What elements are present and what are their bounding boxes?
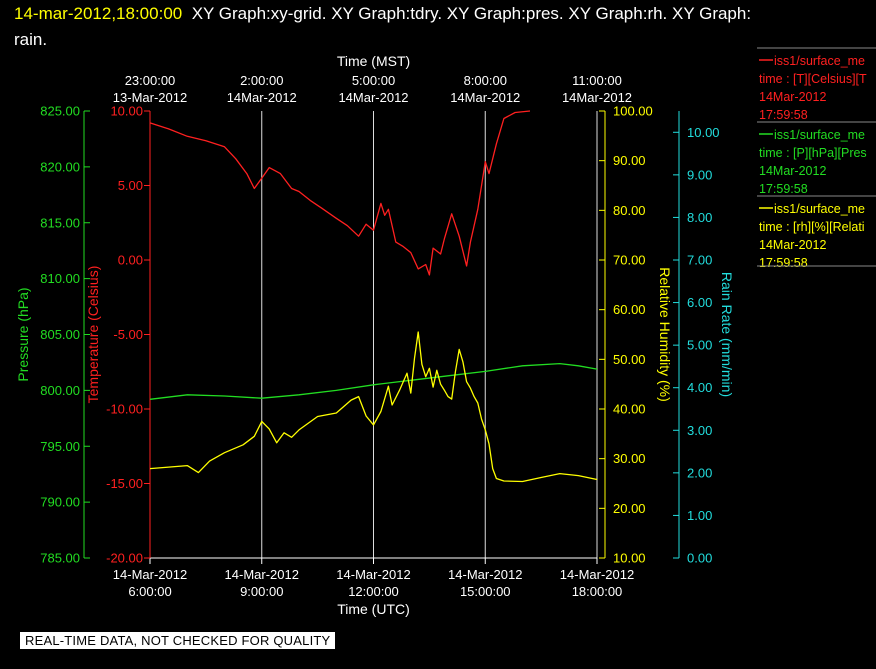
humidity-axis-label: Relative Humidity (%)	[657, 267, 673, 402]
legend-units: time : [T][Celsius][T	[759, 72, 867, 86]
x-top-tick-label-date: 14Mar-2012	[227, 90, 297, 105]
legend-date: 14Mar-2012	[759, 164, 826, 178]
x-tick-label-time: 12:00:00	[348, 584, 399, 599]
rain-tick-label: 2.00	[687, 465, 712, 480]
legend-units: time : [P][hPa][Pres	[759, 146, 867, 160]
pressure-tick-label: 810.00	[40, 271, 80, 286]
rain-tick-label: 4.00	[687, 380, 712, 395]
legend-date: 14Mar-2012	[759, 238, 826, 252]
x-top-tick-label-date: 14Mar-2012	[338, 90, 408, 105]
x-tick-label-date: 14-Mar-2012	[560, 567, 634, 582]
rain-tick-label: 6.00	[687, 295, 712, 310]
rain-tick-label: 8.00	[687, 210, 712, 225]
humidity-tick-label: 20.00	[613, 501, 646, 516]
humidity-tick-label: 40.00	[613, 402, 646, 417]
x-tick-label-time: 9:00:00	[240, 584, 283, 599]
rain-axis-label: Rain Rate (mm/min)	[719, 272, 735, 397]
series-line-rh	[149, 331, 598, 483]
rain-tick-label: 7.00	[687, 253, 712, 268]
humidity-tick-label: 10.00	[613, 551, 646, 566]
humidity-tick-label: 80.00	[613, 203, 646, 218]
x-top-tick-label-time: 11:00:00	[572, 73, 622, 88]
humidity-tick-label: 60.00	[613, 302, 646, 317]
rain-tick-label: 0.00	[687, 551, 712, 566]
header-line2: rain.	[14, 30, 48, 49]
legend-series-name: iss1/surface_me	[774, 202, 865, 216]
quality-banner: REAL-TIME DATA, NOT CHECKED FOR QUALITY	[20, 632, 336, 649]
x-tick-label-time: 6:00:00	[128, 584, 171, 599]
humidity-tick-label: 50.00	[613, 352, 646, 367]
humidity-tick-label: 70.00	[613, 253, 646, 268]
x-top-tick-label-time: 2:00:00	[240, 73, 283, 88]
rain-tick-label: 1.00	[687, 508, 712, 523]
header-graph-list: XY Graph:xy-grid. XY Graph:tdry. XY Grap…	[191, 4, 752, 23]
x-tick-label-date: 14-Mar-2012	[336, 567, 410, 582]
pressure-tick-label: 815.00	[40, 215, 80, 230]
series-line-pres	[149, 362, 598, 400]
temperature-axis-label: Temperature (Celsius)	[85, 266, 101, 404]
x-tick-label-date: 14-Mar-2012	[225, 567, 299, 582]
x-top-tick-label-time: 8:00:00	[464, 73, 507, 88]
rain-tick-label: 9.00	[687, 167, 712, 182]
header-line1: 14-mar-2012,18:00:00 XY Graph:xy-grid. X…	[14, 4, 751, 24]
legend-time: 17:59:58	[759, 256, 808, 270]
legend-date: 14Mar-2012	[759, 90, 826, 104]
x-tick-label-date: 14-Mar-2012	[448, 567, 522, 582]
legend-series-name: iss1/surface_me	[774, 128, 865, 142]
rain-tick-label: 5.00	[687, 338, 712, 353]
pressure-tick-label: 800.00	[40, 383, 80, 398]
rain-tick-label: 10.00	[687, 125, 720, 140]
x-tick-label-time: 15:00:00	[460, 584, 511, 599]
pressure-tick-label: 795.00	[40, 439, 80, 454]
humidity-tick-label: 100.00	[613, 104, 653, 119]
legend-units: time : [rh][%][Relati	[759, 220, 865, 234]
x-top-tick-label-date: 14Mar-2012	[450, 90, 520, 105]
legend-time: 17:59:58	[759, 108, 808, 122]
header-timestamp: 14-mar-2012,18:00:00	[14, 4, 183, 23]
temperature-tick-label: -15.00	[106, 476, 143, 491]
humidity-tick-label: 90.00	[613, 153, 646, 168]
pressure-tick-label: 790.00	[40, 495, 80, 510]
temperature-tick-label: -5.00	[113, 327, 143, 342]
temperature-tick-label: 5.00	[118, 178, 143, 193]
temperature-tick-label: -10.00	[106, 402, 143, 417]
x-tick-label-time: 18:00:00	[572, 584, 623, 599]
x-top-tick-label-date: 13-Mar-2012	[113, 90, 187, 105]
legend-time: 17:59:58	[759, 182, 808, 196]
temperature-tick-label: 10.00	[110, 104, 143, 119]
rain-tick-label: 3.00	[687, 423, 712, 438]
temperature-tick-label: -20.00	[106, 551, 143, 566]
legend-series-name: iss1/surface_me	[774, 54, 865, 68]
x-tick-label-date: 14-Mar-2012	[113, 567, 187, 582]
x-top-tick-label-time: 5:00:00	[352, 73, 395, 88]
pressure-tick-label: 785.00	[40, 551, 80, 566]
pressure-tick-label: 820.00	[40, 159, 80, 174]
x-axis-label-utc: Time (UTC)	[337, 601, 410, 617]
x-top-tick-label-date: 14Mar-2012	[562, 90, 632, 105]
temperature-tick-label: 0.00	[118, 253, 143, 268]
series-line-tdry	[149, 110, 531, 276]
pressure-axis-label: Pressure (hPa)	[15, 287, 31, 381]
x-axis-label-mst: Time (MST)	[337, 53, 410, 69]
pressure-tick-label: 805.00	[40, 327, 80, 342]
x-top-tick-label-time: 23:00:00	[125, 73, 176, 88]
humidity-tick-label: 30.00	[613, 451, 646, 466]
pressure-tick-label: 825.00	[40, 104, 80, 119]
